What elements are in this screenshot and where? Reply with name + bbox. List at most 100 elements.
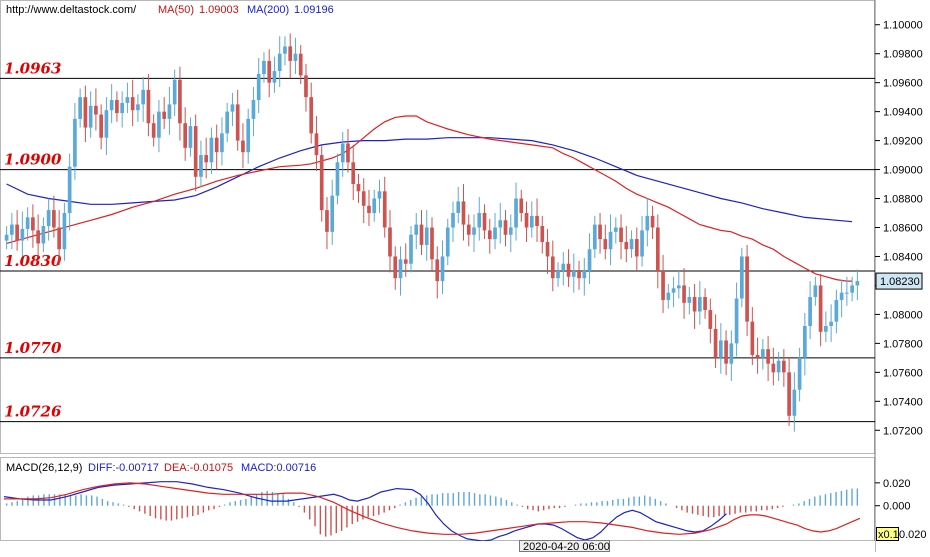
bearish-candle: [193, 126, 198, 177]
bearish-candle: [162, 111, 167, 119]
bearish-candle: [682, 285, 686, 303]
bullish-candle: [220, 133, 224, 153]
bearish-candle: [750, 321, 755, 355]
price-axis: 1.10000 1.09800 1.09600 1.09400 1.09200 1.090…: [875, 20, 923, 437]
level-label: 1.0830: [4, 252, 62, 270]
crosshair-time-label: 2020-04-20 06:00: [523, 541, 610, 552]
bullish-candle: [613, 227, 618, 232]
bullish-candle: [225, 111, 230, 134]
bullish-candle: [839, 292, 844, 300]
bearish-candle: [482, 213, 487, 231]
bearish-candle: [83, 97, 88, 128]
bearish-candle: [361, 191, 366, 206]
bullish-candle: [761, 349, 765, 358]
bullish-candle: [571, 270, 576, 277]
bullish-candle: [141, 89, 146, 105]
bearish-candle: [692, 297, 697, 312]
bullish-candle: [803, 325, 807, 358]
bullish-candle: [829, 321, 833, 326]
current-price-label: 1.08230: [880, 276, 920, 288]
bullish-candle: [256, 73, 261, 101]
bearish-candle: [267, 60, 272, 83]
bearish-candle: [241, 140, 245, 153]
bearish-candle: [314, 133, 319, 156]
bullish-candle: [340, 143, 345, 163]
macd-axis-cut-tick: 0.020: [899, 529, 927, 541]
bullish-candle: [4, 234, 9, 241]
macd-diff: DIFF:-0.00717: [88, 462, 159, 474]
bearish-candle: [31, 217, 35, 231]
bullish-candle: [498, 220, 503, 228]
price-tick-label: 1.08400: [883, 251, 923, 263]
bullish-candle: [776, 360, 781, 373]
candlesticks: [4, 33, 860, 432]
bearish-candle: [52, 210, 56, 228]
bullish-candle: [477, 213, 482, 228]
bullish-candle: [88, 105, 93, 128]
bearish-candle: [346, 143, 350, 163]
bearish-candle: [713, 328, 718, 358]
bearish-candle: [703, 297, 707, 311]
bullish-candle: [855, 281, 860, 286]
price-tick-label: 1.09600: [883, 78, 923, 90]
bearish-candle: [624, 241, 629, 250]
bearish-candle: [36, 230, 40, 244]
bearish-candle: [519, 198, 524, 214]
bullish-candle: [456, 201, 461, 214]
bearish-candle: [183, 123, 188, 148]
bearish-candle: [235, 104, 240, 141]
bullish-candle: [209, 137, 214, 163]
price-tick-label: 1.07800: [883, 338, 923, 350]
bearish-candle: [430, 227, 434, 260]
bullish-candle: [813, 285, 818, 298]
bullish-candle: [824, 325, 828, 332]
level-label: 1.0900: [4, 151, 62, 169]
bullish-candle: [272, 71, 277, 83]
price-tick-label: 1.09000: [883, 165, 923, 177]
bearish-candle: [708, 310, 713, 329]
macd-tick-label: 0.000: [883, 501, 911, 513]
bearish-candle: [603, 239, 608, 250]
bullish-candle: [188, 126, 193, 148]
bullish-candle: [666, 292, 671, 300]
bullish-candle: [529, 215, 534, 228]
bullish-candle: [687, 297, 692, 303]
zoom-box[interactable]: [876, 527, 899, 541]
bullish-candle: [451, 213, 455, 228]
bearish-candle: [655, 227, 660, 271]
bearish-candle: [115, 100, 119, 114]
source-url[interactable]: http://www.deltastock.com/: [6, 4, 137, 16]
bearish-candle: [577, 270, 581, 279]
level-label: 1.0726: [4, 403, 62, 421]
bullish-candle: [409, 234, 413, 264]
bullish-candle: [608, 231, 613, 250]
bullish-candle: [120, 102, 124, 114]
bearish-candle: [351, 162, 356, 185]
bullish-candle: [845, 292, 849, 294]
bearish-candle: [178, 79, 182, 124]
bullish-candle: [398, 259, 403, 279]
bullish-candle: [25, 217, 30, 229]
price-tick-label: 1.08000: [883, 309, 923, 321]
bullish-candle: [514, 198, 518, 228]
bullish-candle: [508, 227, 513, 235]
price-tick-label: 1.09400: [883, 107, 923, 119]
bullish-candle: [377, 191, 382, 199]
bullish-candle: [104, 110, 109, 138]
level-label: 1.0770: [4, 339, 62, 357]
support-resistance-levels: 1.0963 1.0900 1.0830 1.0770 1.0726: [0, 59, 875, 423]
bullish-candle: [78, 97, 82, 119]
bullish-candle: [46, 210, 51, 227]
bearish-candle: [487, 230, 492, 240]
bearish-candle: [771, 363, 776, 373]
price-tick-label: 1.08800: [883, 194, 923, 206]
bullish-candle: [740, 256, 744, 299]
bearish-candle: [325, 210, 329, 232]
bullish-candle: [277, 53, 282, 72]
bearish-candle: [818, 285, 823, 332]
macd-dea: DEA:-0.01075: [164, 462, 233, 474]
bullish-candle: [330, 195, 335, 232]
ma200-value: 1.09196: [294, 4, 334, 16]
